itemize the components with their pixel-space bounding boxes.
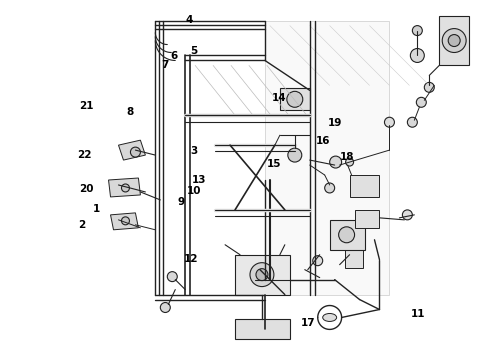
Bar [349,175,379,197]
Polygon shape [119,140,146,160]
Polygon shape [111,213,138,230]
Text: 5: 5 [190,46,197,56]
Text: 7: 7 [161,60,168,70]
Circle shape [345,158,354,166]
Circle shape [325,183,335,193]
Text: 11: 11 [411,310,425,319]
Circle shape [287,91,303,107]
Text: 8: 8 [127,107,134,117]
Circle shape [122,184,129,192]
Text: 13: 13 [192,175,206,185]
Text: 22: 22 [76,150,91,160]
Circle shape [122,217,129,225]
Circle shape [313,256,323,266]
Circle shape [256,269,268,280]
Circle shape [330,156,342,168]
Text: 1: 1 [93,204,100,214]
Text: 15: 15 [267,159,282,169]
Bar [344,250,363,268]
Text: 21: 21 [79,102,94,112]
Bar [439,15,469,66]
Bar [330,220,365,250]
Polygon shape [265,21,390,294]
Text: 10: 10 [187,186,201,196]
Circle shape [160,302,171,312]
Text: 3: 3 [190,146,197,156]
Polygon shape [108,178,141,197]
Bar [280,88,310,110]
Text: 14: 14 [272,93,287,103]
Circle shape [250,263,274,287]
Text: 9: 9 [178,197,185,207]
Circle shape [167,272,177,282]
Circle shape [130,147,141,157]
Circle shape [416,97,426,107]
Circle shape [339,227,355,243]
Text: 17: 17 [301,319,316,328]
Circle shape [410,49,424,62]
Bar [235,255,290,294]
Ellipse shape [323,314,337,321]
Circle shape [424,82,434,92]
Text: 4: 4 [185,15,193,26]
Bar [355,210,379,228]
Text: 19: 19 [328,118,343,128]
Text: 18: 18 [340,152,355,162]
Circle shape [407,117,417,127]
Circle shape [288,148,302,162]
Circle shape [413,26,422,36]
Text: 2: 2 [78,220,85,230]
Circle shape [442,28,466,53]
Circle shape [385,117,394,127]
Text: 12: 12 [184,254,198,264]
Text: 20: 20 [79,184,94,194]
Circle shape [402,210,413,220]
Circle shape [448,35,460,46]
Bar [235,319,290,339]
Text: 6: 6 [171,51,178,61]
Text: 16: 16 [316,136,330,145]
